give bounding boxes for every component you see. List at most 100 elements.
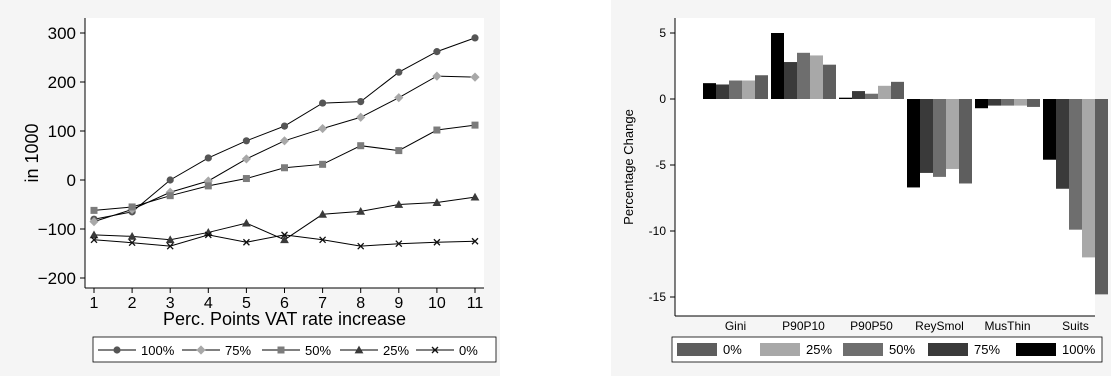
- category-label: P90P10: [782, 319, 825, 333]
- data-point: [203, 228, 213, 236]
- bar: [891, 81, 904, 99]
- category-label: Gini: [725, 319, 746, 333]
- legend-swatch: [677, 343, 717, 356]
- y-tick-label: 200: [48, 73, 76, 92]
- legend-label: 75%: [225, 343, 251, 358]
- legend-swatch: [928, 343, 968, 356]
- legend-swatch: [760, 343, 800, 356]
- y-tick-label: 100: [48, 122, 76, 141]
- category-label: Suits: [1062, 319, 1089, 333]
- data-point: [356, 206, 366, 215]
- bar: [1001, 99, 1014, 106]
- data-point: [242, 175, 250, 183]
- data-point: [281, 231, 288, 239]
- bar: [946, 99, 959, 169]
- data-point: [319, 160, 327, 168]
- y-tick-label: -15: [649, 290, 667, 304]
- y-axis-label: in 1000: [22, 123, 42, 182]
- bar-chart: 5 0 -5 -10 -15 Percentage Change Gini P90P10 P90…: [621, 18, 1108, 363]
- data-point: [318, 123, 328, 134]
- data-point: [394, 93, 404, 103]
- data-point: [166, 192, 174, 200]
- bar: [742, 80, 755, 99]
- legend-label: 0%: [459, 343, 478, 358]
- data-point: [241, 154, 251, 164]
- bar: [703, 83, 716, 99]
- data-point: [470, 192, 480, 201]
- bar: [959, 99, 972, 184]
- x-tick-label: 10: [428, 295, 446, 312]
- data-point: [89, 230, 99, 239]
- data-point: [471, 121, 479, 129]
- legend-marker: [277, 346, 285, 354]
- data-point: [433, 126, 441, 134]
- bar: [975, 99, 988, 109]
- category-label: P90P50: [850, 319, 893, 333]
- bar: [810, 55, 823, 99]
- data-point: [433, 238, 441, 246]
- data-point: [357, 98, 365, 106]
- legend-swatch: [1016, 343, 1056, 356]
- bar: [797, 52, 810, 99]
- data-point: [280, 235, 289, 244]
- bar-group-ReySmol: [907, 99, 972, 188]
- bar: [1027, 99, 1040, 107]
- legend-label: 25%: [806, 342, 832, 357]
- y-tick-label: −200: [38, 269, 76, 288]
- y-tick-label: -10: [649, 224, 667, 238]
- bar: [784, 62, 797, 99]
- series-50%: [90, 121, 479, 214]
- bar: [755, 75, 768, 99]
- bar: [716, 84, 729, 99]
- y-axis-label: Percentage Change: [621, 109, 636, 225]
- legend-label: 25%: [383, 343, 409, 358]
- legend: 0% 25% 50% 75% 100%: [671, 336, 1103, 363]
- series-25%: [89, 192, 480, 244]
- plot-area: [675, 18, 1095, 316]
- bar: [1069, 99, 1082, 230]
- y-tick-label: 5: [659, 26, 666, 40]
- data-point: [166, 242, 174, 250]
- x-tick-label: 7: [318, 295, 327, 312]
- data-point: [90, 206, 98, 214]
- x-tick-label: 2: [128, 295, 137, 312]
- data-point: [471, 34, 479, 42]
- data-point: [128, 203, 136, 211]
- data-point: [280, 122, 289, 130]
- x-tick-label: 4: [204, 295, 213, 312]
- line-chart: 300 200 100 0 −100 −200 1 2 3 4 5 6 7 8 9 10 11 Perc. Poi…: [22, 18, 497, 363]
- data-point: [166, 176, 174, 184]
- legend-marker: [354, 345, 364, 354]
- legend-swatch: [843, 343, 883, 356]
- bar: [1043, 99, 1056, 160]
- legend-marker: [113, 346, 121, 354]
- category-label: ReySmol: [915, 319, 964, 333]
- data-point: [433, 48, 441, 56]
- x-tick-label: 11: [467, 295, 484, 312]
- data-point: [470, 72, 480, 82]
- bar: [920, 99, 933, 173]
- x-tick-label: 8: [356, 295, 365, 312]
- y-tick-label: −100: [38, 220, 76, 239]
- data-point: [90, 236, 98, 244]
- y-tick-label: -5: [655, 158, 666, 172]
- data-point: [395, 147, 403, 155]
- data-point: [281, 164, 288, 172]
- data-point: [242, 238, 250, 246]
- legend-label: 100%: [141, 343, 175, 358]
- bar: [1082, 99, 1095, 258]
- legend-label: 100%: [1062, 342, 1096, 357]
- bar-group-Gini: [703, 75, 768, 99]
- legend-box: [671, 336, 1103, 363]
- legend-label: 50%: [889, 342, 915, 357]
- data-point: [242, 218, 251, 227]
- bar-group-Suits: [1043, 99, 1108, 295]
- data-point: [357, 142, 365, 150]
- bar: [988, 99, 1001, 106]
- data-point: [279, 136, 290, 146]
- data-point: [204, 231, 212, 239]
- data-point: [356, 112, 366, 122]
- bar: [839, 97, 852, 99]
- x-tick-label: 1: [90, 295, 99, 312]
